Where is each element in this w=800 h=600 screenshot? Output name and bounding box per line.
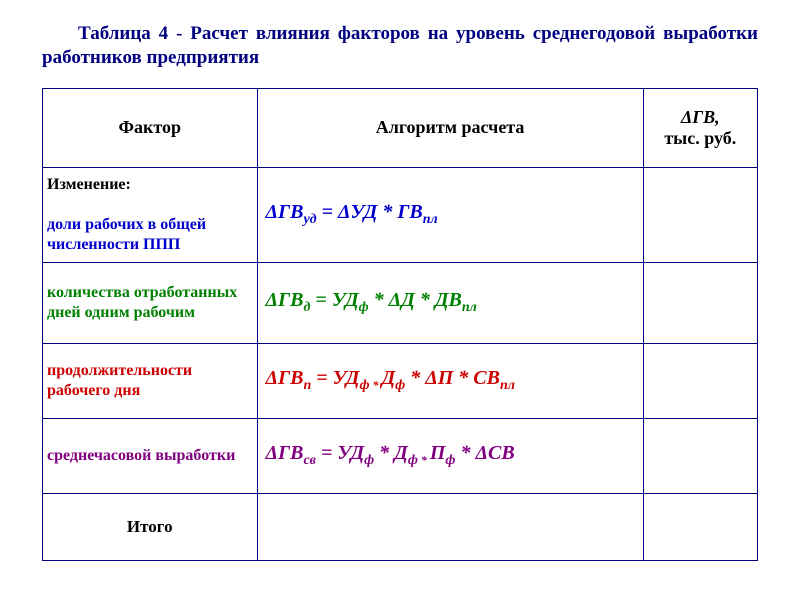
factor-cell: среднечасовой выработки [43,418,258,493]
value-cell [643,418,757,493]
formula-cell: ΔГВсв = УДф * Дф * Пф * ΔСВ [257,418,643,493]
factor-cell: количества отработанных дней одним рабоч… [43,262,258,343]
table-row: количества отработанных дней одним рабоч… [43,262,758,343]
header-value-line2: тыс. руб. [664,128,736,148]
formula-cell: ΔГВуд = ΔУД * ГВпл [257,167,643,262]
table-header-row: Фактор Алгоритм расчета ΔГВ, тыс. руб. [43,88,758,167]
formula-cell: ΔГВп = УДф * Дф * ΔП * СВпл [257,343,643,418]
header-algorithm: Алгоритм расчета [257,88,643,167]
factor-cell: Изменение: доли рабочих в общей численно… [43,167,258,262]
header-factor: Фактор [43,88,258,167]
factor-text: доли рабочих в общей численности ППП [47,216,206,253]
total-value [643,493,757,560]
factor-cell: продолжительности рабочего дня [43,343,258,418]
factor-text: среднечасовой выработки [47,447,235,464]
table-row: среднечасовой выработки ΔГВсв = УДф * Дф… [43,418,758,493]
header-value-line1: ΔГВ, [681,107,720,127]
factor-lead: Изменение: [47,176,131,193]
header-value: ΔГВ, тыс. руб. [643,88,757,167]
table-row: Изменение: доли рабочих в общей численно… [43,167,758,262]
value-cell [643,167,757,262]
formula-cell: ΔГВд = УДф * ΔД * ДВпл [257,262,643,343]
total-algo [257,493,643,560]
factors-table: Фактор Алгоритм расчета ΔГВ, тыс. руб. И… [42,88,758,561]
value-cell [643,343,757,418]
table-caption: Таблица 4 - Расчет влияния факторов на у… [42,22,758,70]
factor-text: продолжительности рабочего дня [47,362,192,399]
value-cell [643,262,757,343]
table-row: продолжительности рабочего дня ΔГВп = УД… [43,343,758,418]
factor-text: количества отработанных дней одним рабоч… [47,284,237,321]
table-total-row: Итого [43,493,758,560]
total-label: Итого [43,493,258,560]
